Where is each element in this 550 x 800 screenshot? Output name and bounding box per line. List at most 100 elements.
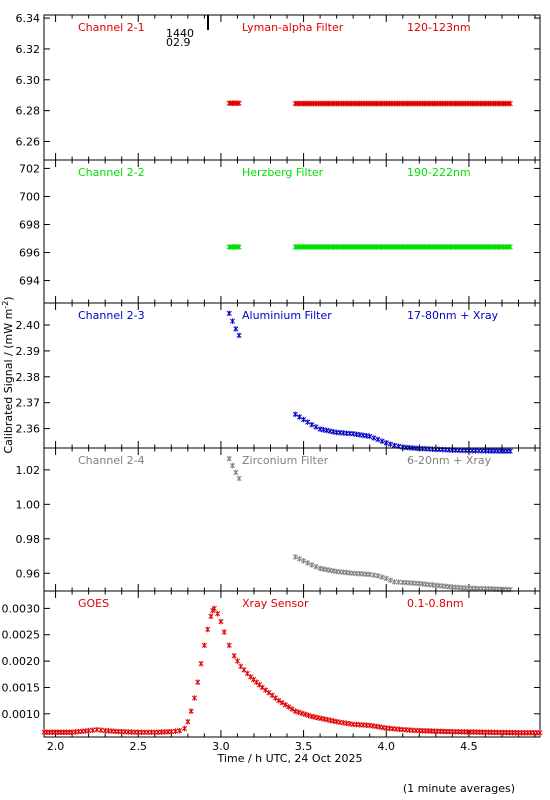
data-point [330, 718, 337, 724]
data-point [363, 571, 369, 578]
time-marker-readout-2: 02.9 [166, 36, 191, 49]
data-point [330, 428, 336, 435]
data-point [413, 727, 419, 734]
data-point [286, 704, 292, 710]
data-point [211, 605, 217, 612]
y-tick-label: 2.39 [16, 345, 41, 358]
data-point [282, 702, 288, 708]
band-label: 17-80nm + Xray [407, 309, 499, 322]
y-tick-label: 0.0020 [2, 655, 41, 668]
data-point [236, 475, 242, 482]
data-point [292, 411, 298, 418]
y-tick-label: 1.02 [16, 464, 41, 477]
data-point [226, 455, 232, 462]
data-point [132, 729, 138, 735]
data-point [309, 421, 315, 428]
data-point [269, 692, 275, 699]
band-label: 190-222nm [407, 166, 471, 179]
data-point [296, 414, 302, 420]
channel-label: Channel 2-1 [78, 21, 145, 34]
data-point [363, 433, 369, 439]
data-point [148, 729, 155, 736]
data-point [262, 687, 269, 693]
data-point [429, 582, 436, 588]
data-point [221, 629, 227, 635]
data-point [177, 727, 183, 734]
data-point [226, 310, 232, 317]
panel-5: 0.0010 0.0015 0.0020 0.0025 0.0030 GOES Xray S… [2, 590, 543, 738]
data-point [347, 430, 353, 437]
data-point [391, 579, 398, 585]
y-tick-label: 2.37 [16, 397, 41, 410]
panel-2: 694 696 698 700 702 Channel 2-2 Herzberg Filte… [19, 159, 541, 304]
data-point [244, 670, 250, 677]
y-tick-label: 0.0015 [2, 681, 41, 694]
data-point [198, 660, 204, 667]
filter-label: Xray Sensor [242, 597, 309, 610]
data-point [299, 710, 305, 717]
data-point [229, 318, 236, 324]
data-series [41, 605, 543, 736]
data-point [289, 706, 295, 712]
data-point [504, 448, 510, 454]
data-point [380, 724, 386, 731]
data-point [371, 435, 377, 441]
data-point [301, 558, 307, 564]
data-point [66, 729, 72, 736]
data-point [218, 618, 224, 625]
data-point [292, 554, 298, 560]
panel-frame [43, 159, 541, 304]
data-point [236, 332, 242, 339]
x-tick-label: 2.0 [47, 740, 65, 753]
data-point [313, 563, 319, 570]
channel-label: Channel 2-4 [78, 454, 145, 467]
y-tick-label: 0.0025 [2, 629, 41, 642]
band-label: 6-20nm + Xray [407, 454, 492, 467]
y-tick-label: 1.00 [16, 498, 41, 511]
band-label: 120-123nm [407, 21, 471, 34]
y-tick-label: 2.36 [16, 423, 41, 436]
data-point [302, 711, 308, 718]
data-point [231, 653, 237, 659]
data-point [375, 436, 381, 443]
panel-frame [43, 302, 541, 449]
data-point [233, 469, 239, 476]
data-point [305, 560, 311, 566]
x-tick-label: 3.5 [295, 740, 313, 753]
data-point [226, 642, 232, 649]
data-point [256, 682, 262, 688]
data-point [347, 570, 353, 576]
data-point [463, 447, 469, 454]
x-tick-label: 4.0 [377, 740, 395, 753]
data-point [387, 577, 393, 583]
y-tick-label: 694 [19, 275, 40, 288]
data-point [90, 727, 96, 733]
y-tick-label: 6.28 [16, 105, 41, 118]
data-point [195, 679, 201, 685]
data-series [226, 244, 513, 250]
data-point [233, 326, 239, 332]
panel-frame [43, 590, 541, 738]
panel-frame [43, 14, 541, 161]
channel-label: GOES [78, 597, 109, 610]
data-point [172, 728, 178, 735]
filter-label: Herzberg Filter [242, 166, 324, 179]
panels: 6.26 6.28 6.30 6.32 6.34 Channel 2-1 Lyman-alp… [2, 12, 543, 738]
y-tick-label: 6.30 [16, 74, 41, 87]
data-point [98, 727, 104, 733]
panel-frame [43, 447, 541, 592]
y-tick-label: 0.0030 [2, 602, 41, 615]
data-point [82, 728, 88, 734]
x-tick-label: 3.0 [212, 740, 230, 753]
panel-4: 0.96 0.98 1.00 1.02 Channel 2-4 Zirconium Fil… [16, 447, 541, 593]
y-tick-label: 700 [19, 190, 40, 203]
y-axis-title: Calibrated Signal / (mW m-2) [1, 296, 15, 453]
channel-label: Channel 2-3 [78, 309, 145, 322]
data-point [330, 568, 336, 574]
y-tick-label: 698 [19, 218, 40, 231]
time-marker-readout: 1440 [166, 27, 194, 40]
x-axis: 2.0 2.5 3.0 3.5 4.0 4.5 [47, 740, 478, 753]
data-point [446, 583, 452, 590]
y-tick-label: 6.32 [16, 43, 41, 56]
data-point [266, 689, 272, 696]
